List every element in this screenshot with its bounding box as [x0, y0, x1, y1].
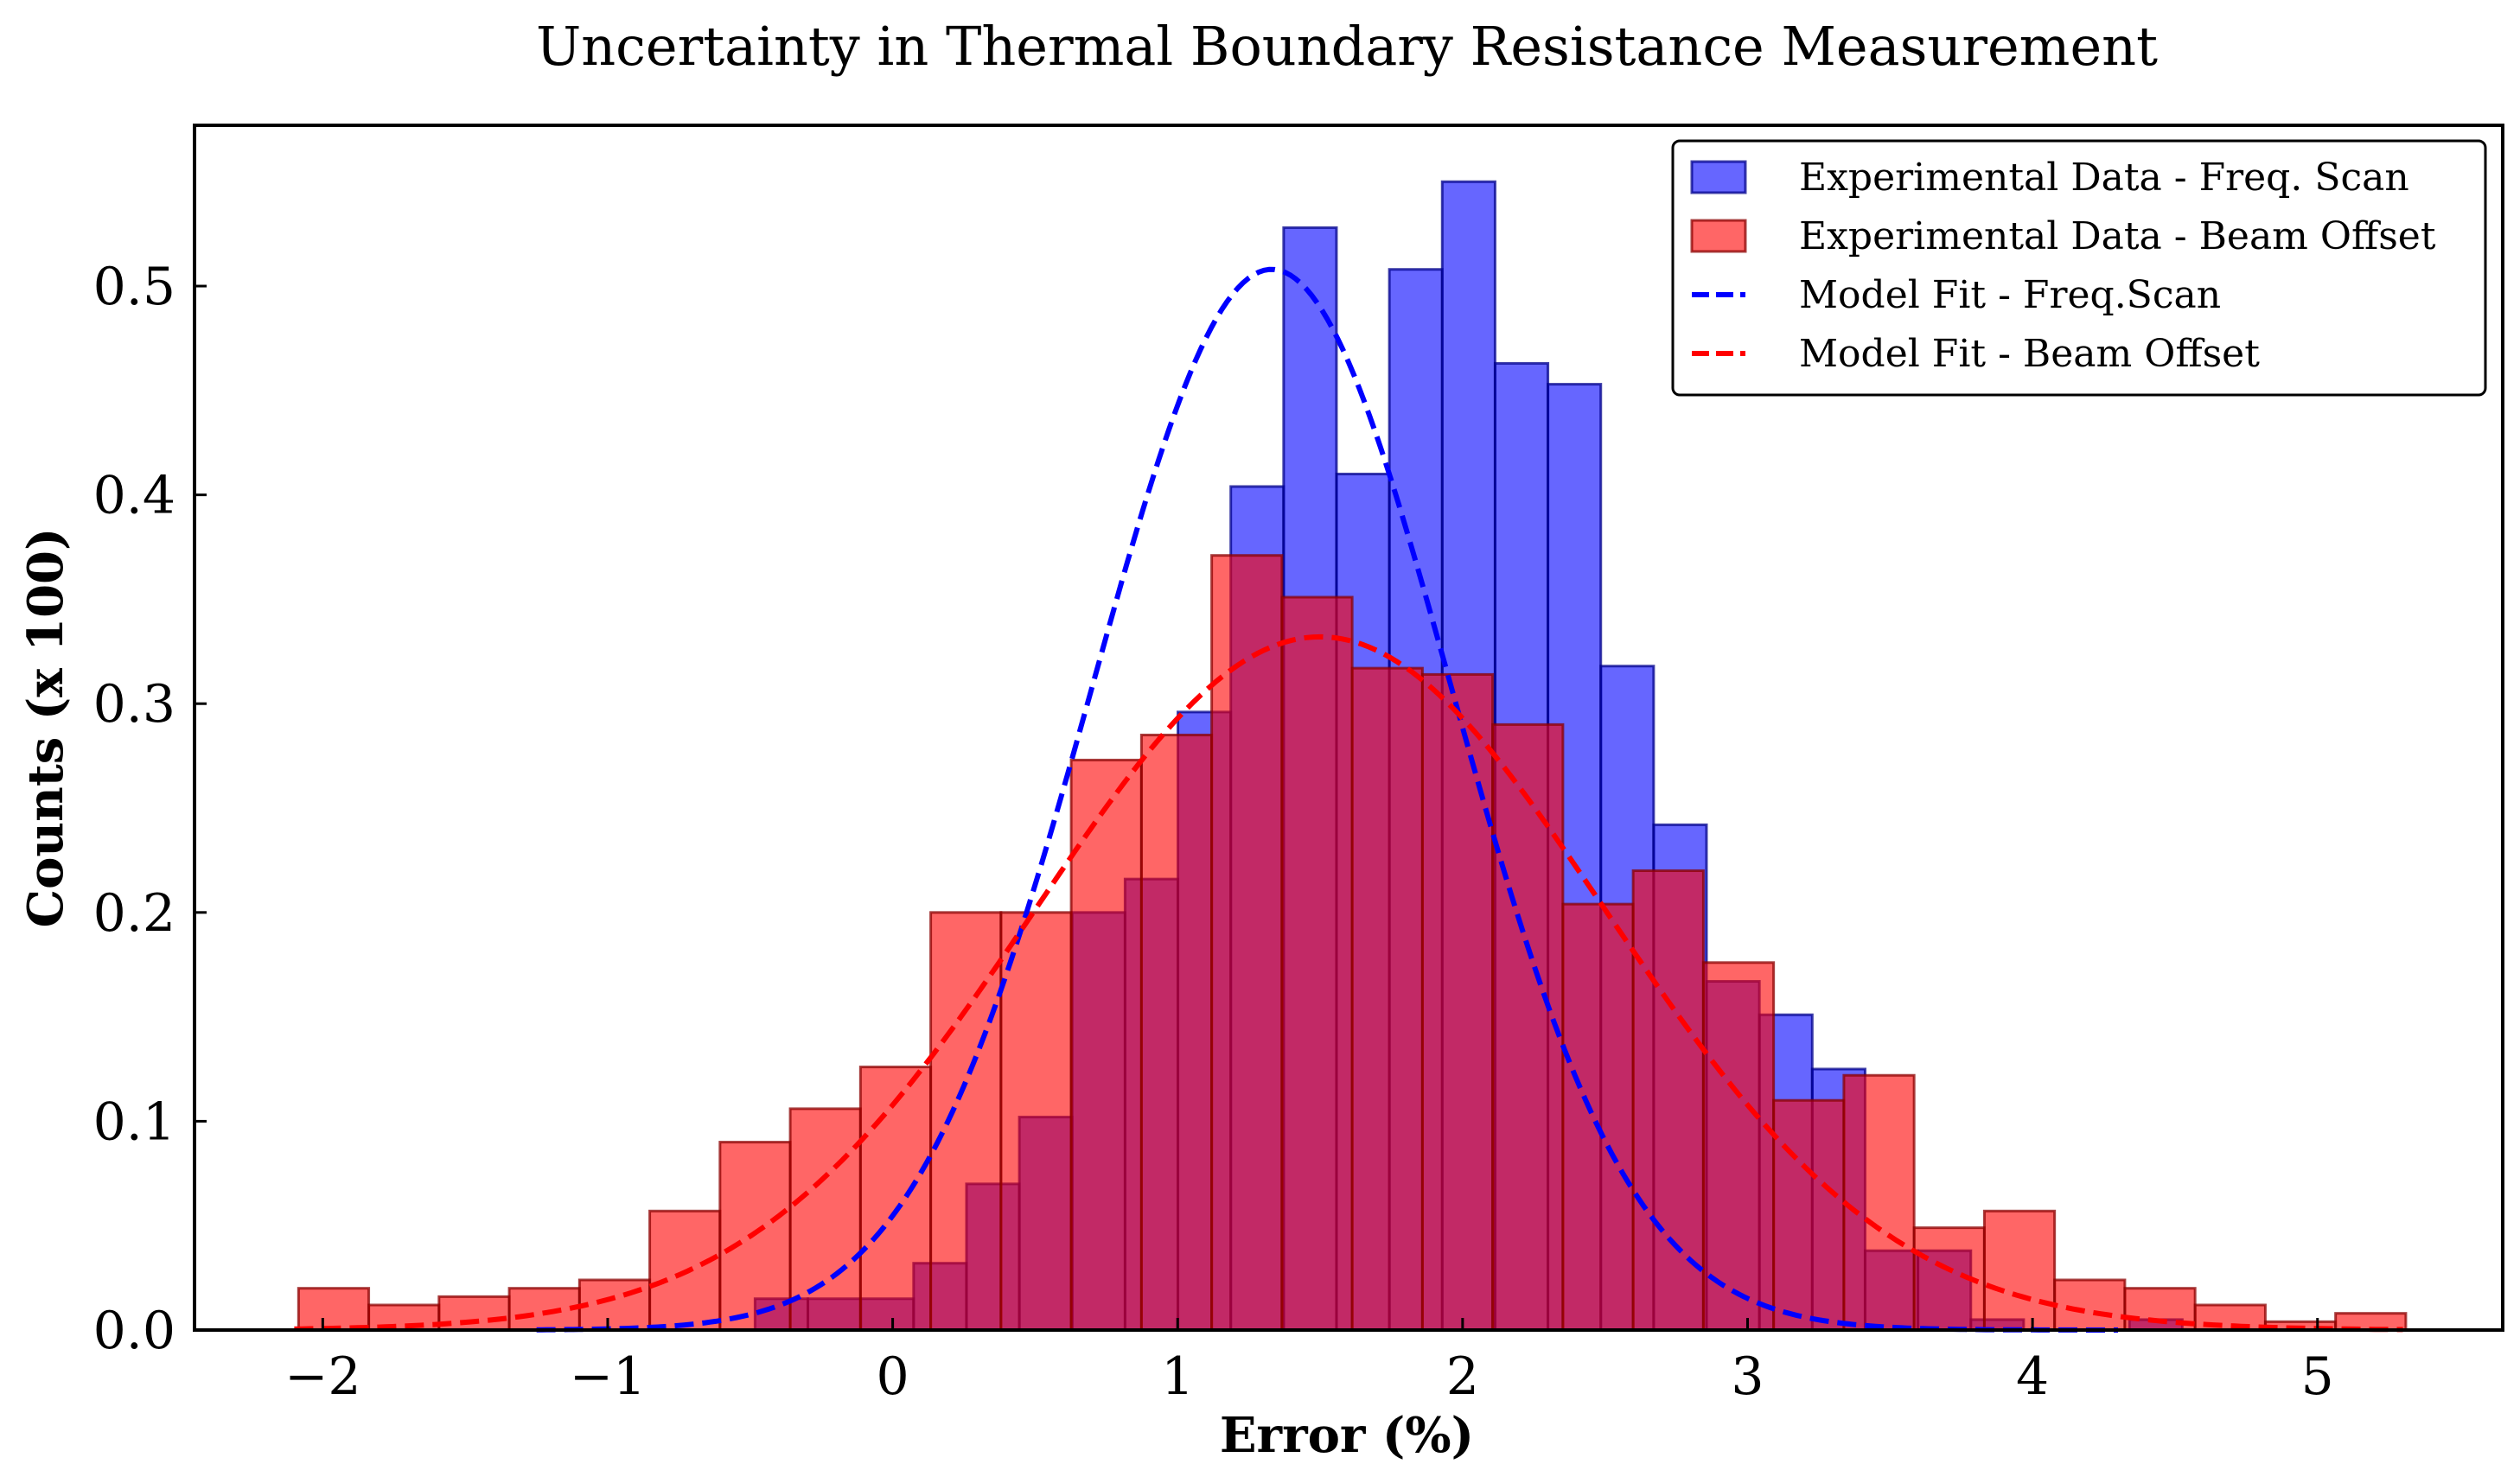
- histogram-bar: [1982, 1209, 2057, 1332]
- plot-frame: [193, 124, 2504, 1332]
- legend-box: [1671, 139, 2487, 397]
- histogram-bar: [1701, 961, 1776, 1332]
- histogram-bar: [858, 1066, 933, 1332]
- histogram-bar: [297, 1287, 371, 1332]
- y-tick-label: 0.4: [93, 466, 175, 526]
- legend-entry-label: Model Fit - Beam Offset: [1799, 332, 2260, 376]
- histogram-bar: [1210, 554, 1284, 1332]
- histogram-bar: [1420, 672, 1495, 1332]
- y-tick-label: 0.3: [93, 674, 175, 735]
- x-tick-label: 3: [1731, 1346, 1764, 1407]
- histogram-bar: [1280, 595, 1354, 1332]
- x-axis-label: Error (%): [1220, 1407, 1474, 1464]
- legend-entry-label: Experimental Data - Freq. Scan: [1799, 156, 2409, 200]
- chart-title: Uncertainty in Thermal Boundary Resistan…: [536, 15, 2158, 78]
- histogram-bar: [718, 1141, 792, 1332]
- x-tick-label: 0: [876, 1346, 909, 1407]
- legend-entry-label: Model Fit - Freq.Scan: [1799, 273, 2221, 317]
- model-fit-line-2: [536, 266, 2118, 1333]
- y-axis-label: Counts (x 100): [17, 527, 74, 927]
- histogram-bar: [788, 1107, 862, 1332]
- legend-entry-label: Experimental Data - Beam Offset: [1799, 214, 2436, 258]
- histogram-bar: [1842, 1073, 1916, 1332]
- histogram-bar: [929, 911, 1003, 1332]
- y-tick-label: 0.5: [93, 257, 175, 317]
- model-fit-line-3: [294, 633, 2403, 1333]
- x-tick-label: 5: [2301, 1346, 2334, 1407]
- histogram-bar: [1491, 722, 1565, 1332]
- histogram-bar: [2193, 1303, 2267, 1332]
- x-tick-label: 2: [1446, 1346, 1479, 1407]
- axis-ticks: −2 −1 0 1 2 3 4 5 0.0 0.1 0.2 0.3 0.4 0.5: [93, 257, 2334, 1407]
- histogram-bar: [1561, 902, 1635, 1332]
- histogram-bar: [999, 911, 1073, 1332]
- histogram-bar: [2053, 1278, 2127, 1332]
- x-tick-label: 1: [1161, 1346, 1194, 1407]
- legend: Experimental Data - Freq. Scan Experiment…: [1671, 139, 2487, 397]
- y-tick-label: 0.1: [93, 1092, 175, 1152]
- histogram-bar: [507, 1287, 581, 1332]
- x-tick-label: −2: [284, 1346, 360, 1407]
- legend-swatch: [1690, 160, 1747, 194]
- histogram-bar: [1772, 1098, 1846, 1332]
- y-tick-label: 0.0: [93, 1301, 175, 1361]
- legend-swatch: [1690, 219, 1747, 253]
- histogram-bar: [1139, 733, 1214, 1332]
- histogram-bar: [1350, 666, 1424, 1332]
- x-tick-label: −1: [570, 1346, 646, 1407]
- y-tick-label: 0.2: [93, 883, 175, 944]
- x-tick-label: 4: [2016, 1346, 2049, 1407]
- histogram-bar: [1069, 758, 1143, 1332]
